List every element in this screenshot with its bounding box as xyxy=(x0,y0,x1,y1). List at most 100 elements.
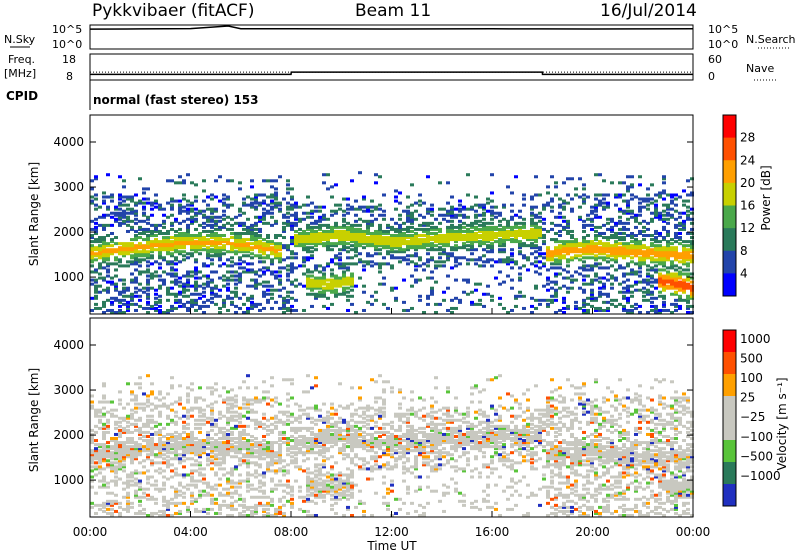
power-cell xyxy=(486,229,490,233)
velocity-cell xyxy=(210,412,214,416)
power-cell xyxy=(354,199,358,203)
power-cell xyxy=(374,229,378,233)
velocity-cell xyxy=(210,402,214,406)
velocity-cell xyxy=(194,453,198,457)
power-cell xyxy=(198,276,202,280)
velocity-cell xyxy=(134,491,138,495)
power-cell xyxy=(602,248,606,252)
power-cell xyxy=(334,211,338,215)
velocity-cell xyxy=(230,426,234,430)
power-cell xyxy=(634,272,638,276)
power-cell xyxy=(114,311,118,314)
velocity-cell xyxy=(210,449,214,453)
power-cell xyxy=(566,306,570,310)
power-cell xyxy=(682,298,686,302)
power-cell xyxy=(534,227,538,231)
power-cell xyxy=(622,308,626,312)
power-cell xyxy=(670,213,674,217)
power-cell xyxy=(446,258,450,262)
power-cell xyxy=(342,236,346,240)
power-cell xyxy=(638,221,642,225)
power-cell xyxy=(582,223,586,227)
power-cell xyxy=(242,201,246,205)
power-cell xyxy=(522,244,526,248)
power-cell xyxy=(514,223,518,227)
power-cell xyxy=(98,244,102,248)
power-cell xyxy=(446,234,450,238)
velocity-cell xyxy=(126,507,130,511)
velocity-cell xyxy=(146,469,150,473)
power-cell xyxy=(310,274,314,278)
power-cell xyxy=(398,217,402,221)
power-cell xyxy=(254,282,258,286)
power-cell xyxy=(582,238,586,242)
velocity-cell xyxy=(158,467,162,471)
power-cell xyxy=(146,278,150,282)
velocity-cell xyxy=(138,402,142,406)
power-cell xyxy=(98,266,102,270)
power-cell xyxy=(210,240,214,244)
velocity-cell xyxy=(282,473,286,477)
velocity-cell xyxy=(190,501,194,505)
power-cell xyxy=(366,231,370,235)
power-cell xyxy=(446,256,450,260)
power-cell xyxy=(350,225,354,229)
power-cell xyxy=(546,250,550,254)
power-cell xyxy=(570,256,574,260)
power-cell xyxy=(226,238,230,242)
power-cell xyxy=(222,262,226,266)
power-cell xyxy=(302,258,306,262)
velocity-cell xyxy=(210,501,214,505)
power-cell xyxy=(626,298,630,302)
power-cell xyxy=(126,203,130,207)
power-cell xyxy=(570,197,574,201)
power-cell xyxy=(686,199,690,203)
power-cell xyxy=(410,213,414,217)
power-cell xyxy=(654,280,658,284)
velocity-cell xyxy=(250,410,254,414)
power-cell xyxy=(286,179,290,183)
velocity-cell xyxy=(198,447,202,451)
power-cell xyxy=(194,302,198,306)
velocity-cell xyxy=(110,469,114,473)
velocity-heatmap xyxy=(90,374,694,517)
power-cell xyxy=(682,268,686,272)
velocity-cell xyxy=(190,441,194,445)
velocity-cell xyxy=(118,390,122,394)
velocity-cell xyxy=(266,465,270,469)
power-cell xyxy=(134,258,138,262)
velocity-cell xyxy=(166,443,170,447)
velocity-cell xyxy=(166,414,170,418)
power-cell xyxy=(130,296,134,300)
power-cell xyxy=(202,179,206,183)
power-cell xyxy=(574,240,578,244)
velocity-cell xyxy=(238,437,242,441)
power-cell xyxy=(342,234,346,238)
power-cell xyxy=(666,246,670,250)
power-cell xyxy=(154,308,158,312)
power-cell xyxy=(518,209,522,213)
power-cell xyxy=(246,244,250,248)
power-cell xyxy=(558,254,562,258)
power-cell xyxy=(134,268,138,272)
power-cell xyxy=(662,276,666,280)
power-cell xyxy=(194,244,198,248)
power-cell xyxy=(390,238,394,242)
power-cell xyxy=(466,223,470,227)
velocity-cell xyxy=(122,481,126,485)
power-cell xyxy=(510,308,514,312)
power-cell xyxy=(110,215,114,219)
power-cell xyxy=(310,229,314,233)
power-cell xyxy=(562,181,566,185)
power-cell xyxy=(262,244,266,248)
power-cell xyxy=(646,221,650,225)
power-cell xyxy=(666,284,670,288)
power-cell xyxy=(146,252,150,256)
power-cell xyxy=(186,272,190,276)
velocity-cell xyxy=(158,489,162,493)
power-cell xyxy=(314,242,318,246)
power-cell xyxy=(142,258,146,262)
power-cell xyxy=(406,236,410,240)
power-colorbar-tick-label: 4 xyxy=(740,266,748,280)
power-cell xyxy=(458,246,462,250)
